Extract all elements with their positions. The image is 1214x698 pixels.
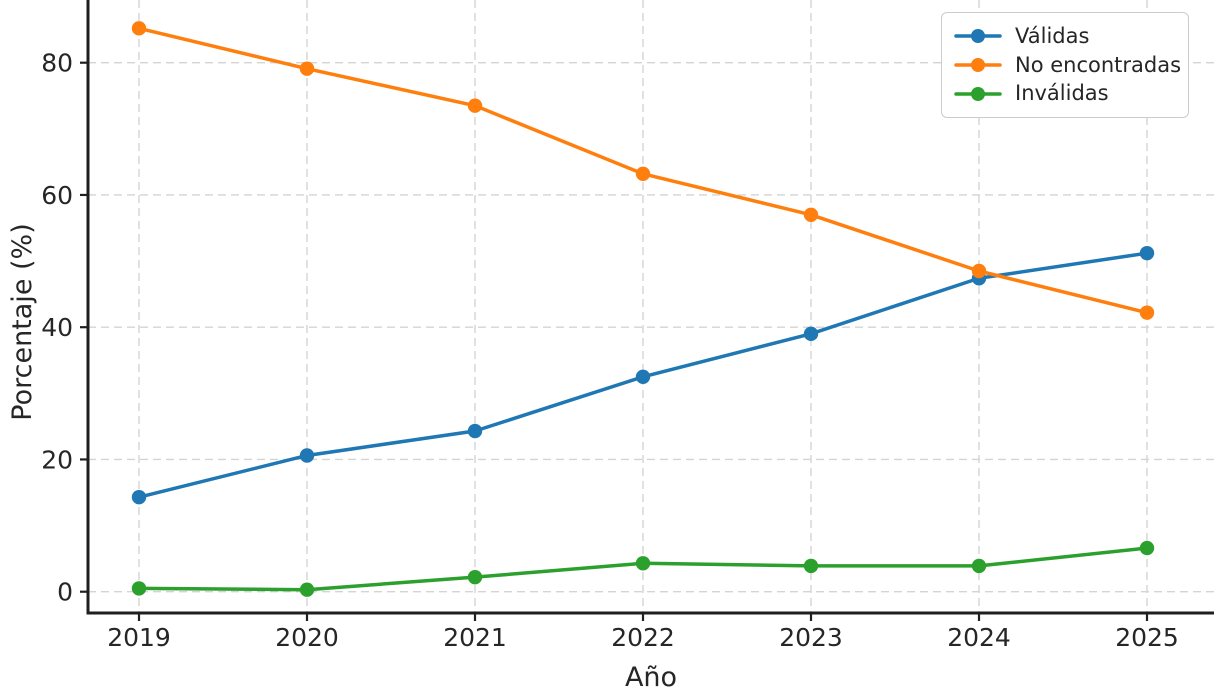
marker-validas-2023 (803, 326, 819, 342)
legend-item-validas: Válidas (954, 22, 1178, 51)
marker-validas-2019 (131, 489, 147, 505)
x-axis-label: Año (625, 662, 677, 693)
y-tick-label-20: 20 (41, 445, 73, 474)
y-axis-label: Porcentaje (%) (7, 223, 38, 420)
marker-validas-2021 (467, 423, 483, 439)
marker-no-encontradas-2023 (803, 207, 819, 222)
marker-no-encontradas-2024 (971, 263, 987, 279)
y-tick-label-60: 60 (41, 181, 73, 210)
marker-no-encontradas-2022 (635, 166, 651, 181)
legend-label-no-encontradas: No encontradas (1015, 52, 1182, 77)
marker-validas-2022 (635, 369, 651, 384)
axes (80, 0, 1214, 621)
legend-label-validas: Válidas (1015, 23, 1090, 48)
marker-invalidas-2023 (803, 558, 819, 574)
marker-validas-2025 (1139, 245, 1155, 261)
legend-line-marker-icon (954, 86, 1002, 101)
legend-item-no-encontradas: No encontradas (954, 51, 1182, 80)
marker-validas-2020 (299, 448, 315, 463)
marker-invalidas-2021 (467, 569, 483, 585)
legend-item-invalidas: Inválidas (954, 79, 1178, 108)
legend: Válidas No encontradas Inválidas (941, 12, 1189, 118)
marker-invalidas-2025 (1139, 540, 1155, 556)
marker-no-encontradas-2021 (467, 98, 483, 113)
marker-no-encontradas-2025 (1139, 305, 1155, 320)
marker-invalidas-2022 (635, 556, 651, 571)
tick-labels: 0 20 40 60 80 2019 2020 2021 2022 2023 2024 2025 (41, 49, 1179, 652)
x-tick-label-2019: 2019 (107, 623, 171, 652)
x-tick-label-2022: 2022 (611, 623, 675, 652)
y-tick-label-40: 40 (41, 313, 73, 342)
data-series (131, 21, 1155, 597)
x-tick-label-2021: 2021 (443, 623, 507, 652)
x-tick-label-2024: 2024 (947, 623, 1011, 652)
x-tick-label-2020: 2020 (275, 623, 339, 652)
marker-no-encontradas-2020 (299, 61, 315, 76)
x-tick-label-2025: 2025 (1115, 623, 1179, 652)
marker-no-encontradas-2019 (131, 21, 147, 36)
legend-label-invalidas: Inválidas (1015, 81, 1109, 106)
legend-line-marker-icon (954, 29, 1002, 44)
marker-invalidas-2020 (299, 582, 315, 597)
y-tick-label-80: 80 (41, 49, 73, 78)
marker-invalidas-2024 (971, 558, 987, 574)
y-tick-label-0: 0 (57, 578, 73, 607)
legend-line-marker-icon (954, 58, 1002, 72)
marker-invalidas-2019 (131, 581, 147, 596)
x-tick-label-2023: 2023 (779, 623, 843, 652)
